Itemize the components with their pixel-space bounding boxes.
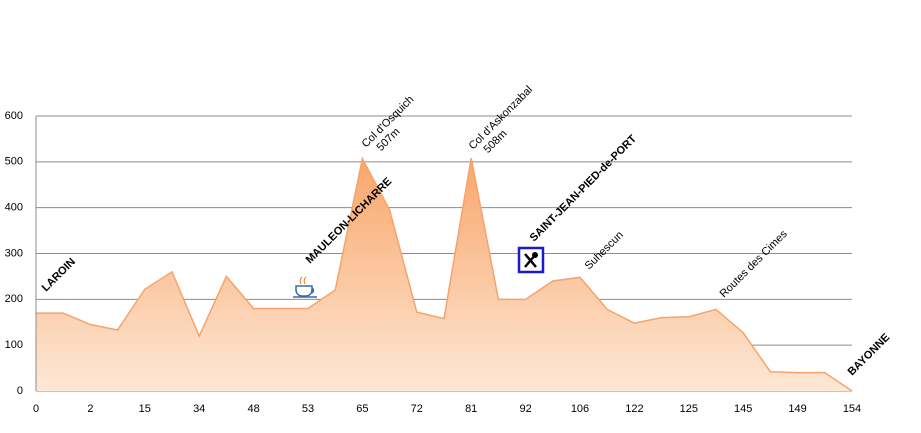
x-tick-label: 53: [302, 403, 314, 415]
x-tick-label: 0: [33, 403, 39, 415]
y-tick-label: 500: [5, 156, 23, 168]
annotation: SAINT-JEAN-PIED-de-PORT: [528, 133, 640, 245]
restaurant-icon: [517, 246, 545, 274]
x-tick-label: 81: [465, 403, 477, 415]
y-tick-label: 600: [5, 110, 23, 122]
y-tick-label: 200: [5, 293, 23, 305]
y-tick-label: 0: [17, 385, 23, 397]
y-tick-label: 400: [5, 202, 23, 214]
x-tick-label: 145: [734, 403, 752, 415]
coffee-icon: [293, 276, 317, 298]
x-tick-label: 2: [87, 403, 93, 415]
area-fill: [36, 158, 852, 391]
x-tick-label: 149: [788, 403, 806, 415]
area-line: [36, 156, 853, 392]
y-tick-label: 100: [5, 339, 23, 351]
annotation: BAYONNE: [846, 332, 893, 379]
annotation-text: Routes des Cimes: [718, 228, 790, 300]
annotation-text: BAYONNE: [846, 332, 893, 379]
annotation: Suhescun: [583, 229, 626, 272]
x-tick-label: 154: [843, 403, 861, 415]
x-tick-label: 48: [247, 403, 259, 415]
x-tick-label: 106: [571, 403, 589, 415]
annotation-text: Suhescun: [583, 229, 626, 272]
y-tick-label: 300: [5, 247, 23, 259]
x-tick-label: 122: [625, 403, 643, 415]
x-tick-label: 92: [519, 403, 531, 415]
x-tick-label: 125: [680, 403, 698, 415]
x-tick-label: 34: [193, 403, 205, 415]
annotation: Routes des Cimes: [718, 228, 790, 300]
annotation-text: SAINT-JEAN-PIED-de-PORT: [528, 133, 640, 245]
x-tick-label: 65: [356, 403, 368, 415]
x-tick-label: 15: [139, 403, 151, 415]
x-tick-label: 72: [411, 403, 423, 415]
annotation-text: LAROIN: [40, 256, 78, 294]
annotation: LAROIN: [40, 256, 78, 294]
